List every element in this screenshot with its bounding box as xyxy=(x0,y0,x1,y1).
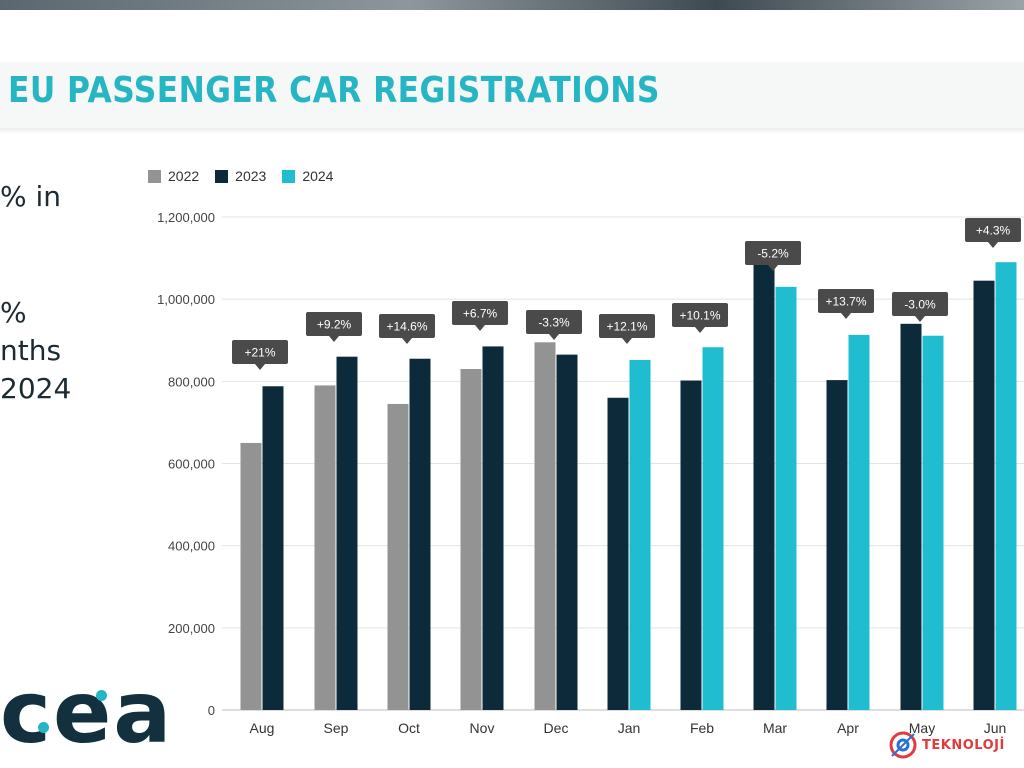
data-label: -3.0% xyxy=(904,298,936,312)
annotation-pointer xyxy=(549,334,559,340)
annotation-pointer xyxy=(622,338,632,344)
annotation-box xyxy=(818,289,874,313)
logo-dot xyxy=(96,690,107,701)
annotation-box xyxy=(965,218,1021,242)
title-divider xyxy=(0,128,1024,134)
side-summary-line-1: % in xyxy=(0,180,62,213)
x-tick-label: Feb xyxy=(690,720,714,736)
y-tick-label: 0 xyxy=(208,703,215,718)
annotation-pointer xyxy=(915,316,925,322)
legend-swatch-2023 xyxy=(215,169,229,183)
logo-dot xyxy=(38,722,49,733)
bar-2023-jan xyxy=(607,397,629,710)
bar-2024-apr xyxy=(848,334,870,710)
data-label: -3.3% xyxy=(538,316,570,330)
bar-2023-oct xyxy=(409,358,431,710)
y-tick-label: 400,000 xyxy=(168,539,215,554)
side-summary-line-4: 2024 xyxy=(0,372,72,405)
bar-2024-mar xyxy=(775,286,797,710)
page-title: EU PASSENGER CAR REGISTRATIONS xyxy=(8,70,660,111)
bar-2023-sep xyxy=(336,356,358,710)
annotation-box xyxy=(452,301,508,325)
annotation-box xyxy=(306,312,362,336)
bar-2022-aug xyxy=(240,442,262,710)
legend-item-2022: 2022 xyxy=(148,168,199,184)
y-tick-label: 800,000 xyxy=(168,374,215,389)
data-label: +10.1% xyxy=(679,309,720,323)
annotation-box xyxy=(599,314,655,338)
bar-2023-jun xyxy=(973,280,995,710)
x-tick-label: May xyxy=(909,720,935,736)
x-tick-label: Jun xyxy=(984,720,1007,736)
annotation-pointer xyxy=(841,313,851,319)
data-label: +4.3% xyxy=(976,224,1011,238)
data-label: +12.1% xyxy=(606,320,647,334)
bar-2023-apr xyxy=(826,380,848,710)
title-band xyxy=(0,62,1024,128)
y-tick-label: 1,000,000 xyxy=(157,292,215,307)
annotation-box xyxy=(379,314,435,338)
data-label: -5.2% xyxy=(757,247,789,261)
legend-swatch-2024 xyxy=(282,169,296,183)
data-label: +9.2% xyxy=(317,318,352,332)
data-label: +6.7% xyxy=(463,307,498,321)
data-label: +21% xyxy=(244,346,275,360)
bar-2022-oct xyxy=(387,403,409,710)
x-tick-label: Sep xyxy=(324,720,349,736)
bar-2024-jan xyxy=(629,359,651,710)
annotation-pointer xyxy=(255,364,265,370)
chart-legend: 2022 2023 2024 xyxy=(148,168,333,184)
watermark-text: TEKNOLOJİ xyxy=(922,737,1005,753)
bar-2023-may xyxy=(900,323,922,710)
teknoloji-logo-icon xyxy=(889,731,917,759)
x-tick-label: Mar xyxy=(763,720,787,736)
legend-label-2024: 2024 xyxy=(302,168,334,184)
annotation-box xyxy=(232,340,288,364)
annotation-pointer xyxy=(402,338,412,344)
data-label: +14.6% xyxy=(386,320,427,334)
annotation-box xyxy=(892,292,948,316)
legend-label-2023: 2023 xyxy=(235,168,267,184)
bar-2023-mar xyxy=(753,263,775,710)
x-tick-label: Dec xyxy=(544,720,569,736)
bar-2023-nov xyxy=(482,346,504,710)
bar-2024-jun xyxy=(995,262,1017,710)
bar-2024-may xyxy=(922,335,944,710)
annotation-pointer xyxy=(988,242,998,248)
x-tick-label: Jan xyxy=(618,720,641,736)
bar-2022-sep xyxy=(314,385,336,710)
x-tick-label: Apr xyxy=(837,720,859,736)
legend-item-2024: 2024 xyxy=(282,168,333,184)
annotation-box xyxy=(672,303,728,327)
x-tick-label: Oct xyxy=(398,720,420,736)
legend-item-2023: 2023 xyxy=(215,168,266,184)
bar-2023-feb xyxy=(680,380,702,710)
annotation-pointer xyxy=(768,265,778,271)
data-label: +13.7% xyxy=(825,295,866,309)
acea-logo: cea xyxy=(0,663,174,763)
bar-2023-dec xyxy=(556,354,578,710)
y-tick-label: 200,000 xyxy=(168,621,215,636)
bar-2022-dec xyxy=(534,342,556,710)
annotation-pointer xyxy=(475,325,485,331)
legend-swatch-2022 xyxy=(148,169,161,183)
x-tick-label: Nov xyxy=(470,720,495,736)
bar-2023-aug xyxy=(262,386,284,710)
legend-label-2022: 2022 xyxy=(168,168,200,184)
side-summary-line-3: nths xyxy=(0,334,62,367)
x-tick-label: Aug xyxy=(250,720,275,736)
y-tick-label: 600,000 xyxy=(168,457,215,472)
annotation-pointer xyxy=(695,327,705,333)
teknoloji-watermark: TEKNOLOJİ xyxy=(886,728,1005,762)
bar-2024-feb xyxy=(702,347,724,710)
annotation-box xyxy=(526,310,582,334)
annotation-pointer xyxy=(329,336,339,342)
annotation-box xyxy=(745,241,801,265)
bar-2022-nov xyxy=(460,369,482,710)
y-tick-label: 1,200,000 xyxy=(157,210,215,225)
header-photo-strip xyxy=(0,0,1024,10)
side-summary-line-2: % xyxy=(0,296,27,329)
